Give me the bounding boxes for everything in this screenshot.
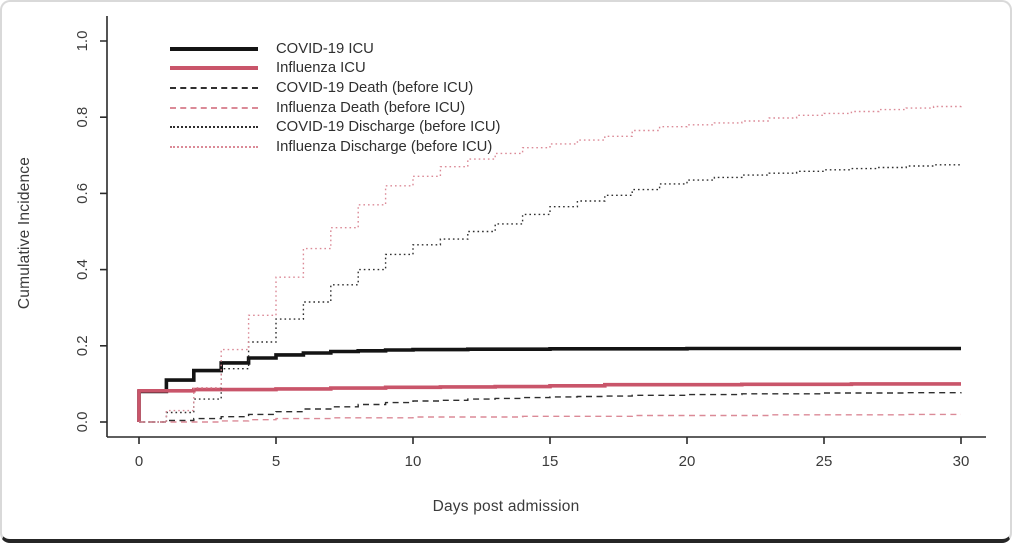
legend-label: Influenza Discharge (before ICU): [276, 138, 493, 155]
y-tick-label: 1.0: [74, 31, 91, 52]
legend-line-solid-black-icon: [170, 46, 258, 51]
legend-label: COVID-19 Death (before ICU): [276, 79, 474, 96]
x-tick-label: 25: [816, 453, 833, 470]
legend-item-influenza-icu: Influenza ICU: [170, 59, 501, 79]
legend: COVID-19 ICU Influenza ICU COVID-19 Deat…: [170, 39, 501, 157]
legend-line-dashed-black-icon: [170, 86, 258, 89]
x-tick-label: 15: [542, 453, 559, 470]
legend-label: Influenza ICU: [276, 60, 366, 77]
y-tick-label: 0.6: [74, 183, 91, 204]
legend-item-covid-discharge: COVID-19 Discharge (before ICU): [170, 117, 501, 137]
x-tick-label: 10: [405, 453, 422, 470]
series-curve-1: [137, 382, 961, 422]
series-curve-4: [139, 163, 962, 423]
x-tick-label: 5: [272, 453, 280, 470]
legend-item-covid-icu: COVID-19 ICU: [170, 39, 501, 59]
x-axis-label: Days post admission: [432, 498, 580, 515]
series-curve-3: [139, 413, 961, 423]
series-curve-5: [139, 105, 962, 423]
legend-item-influenza-discharge: Influenza Discharge (before ICU): [170, 137, 501, 157]
y-tick-label: 0.8: [74, 107, 91, 128]
legend-line-dotted-pink-icon: [170, 145, 258, 148]
legend-label: COVID-19 Discharge (before ICU): [276, 119, 501, 136]
legend-line-dashed-pink-icon: [170, 106, 258, 109]
y-tick-label: 0.4: [74, 259, 91, 280]
y-tick-label: 0.2: [74, 335, 91, 356]
legend-item-influenza-death: Influenza Death (before ICU): [170, 98, 501, 118]
y-tick-label: 0.0: [74, 412, 91, 433]
y-axis-label: Cumulative Incidence: [16, 156, 33, 310]
x-tick-label: 30: [953, 453, 970, 470]
x-tick-label: 0: [135, 453, 143, 470]
series-curve-2: [139, 392, 962, 423]
legend-line-solid-red-icon: [170, 66, 258, 71]
x-tick-label: 20: [679, 453, 696, 470]
legend-label: Influenza Death (before ICU): [276, 99, 466, 116]
legend-line-dotted-black-icon: [170, 126, 258, 129]
legend-item-covid-death: COVID-19 Death (before ICU): [170, 78, 501, 98]
series-curve-0: [137, 346, 961, 422]
legend-label: COVID-19 ICU: [276, 40, 374, 57]
